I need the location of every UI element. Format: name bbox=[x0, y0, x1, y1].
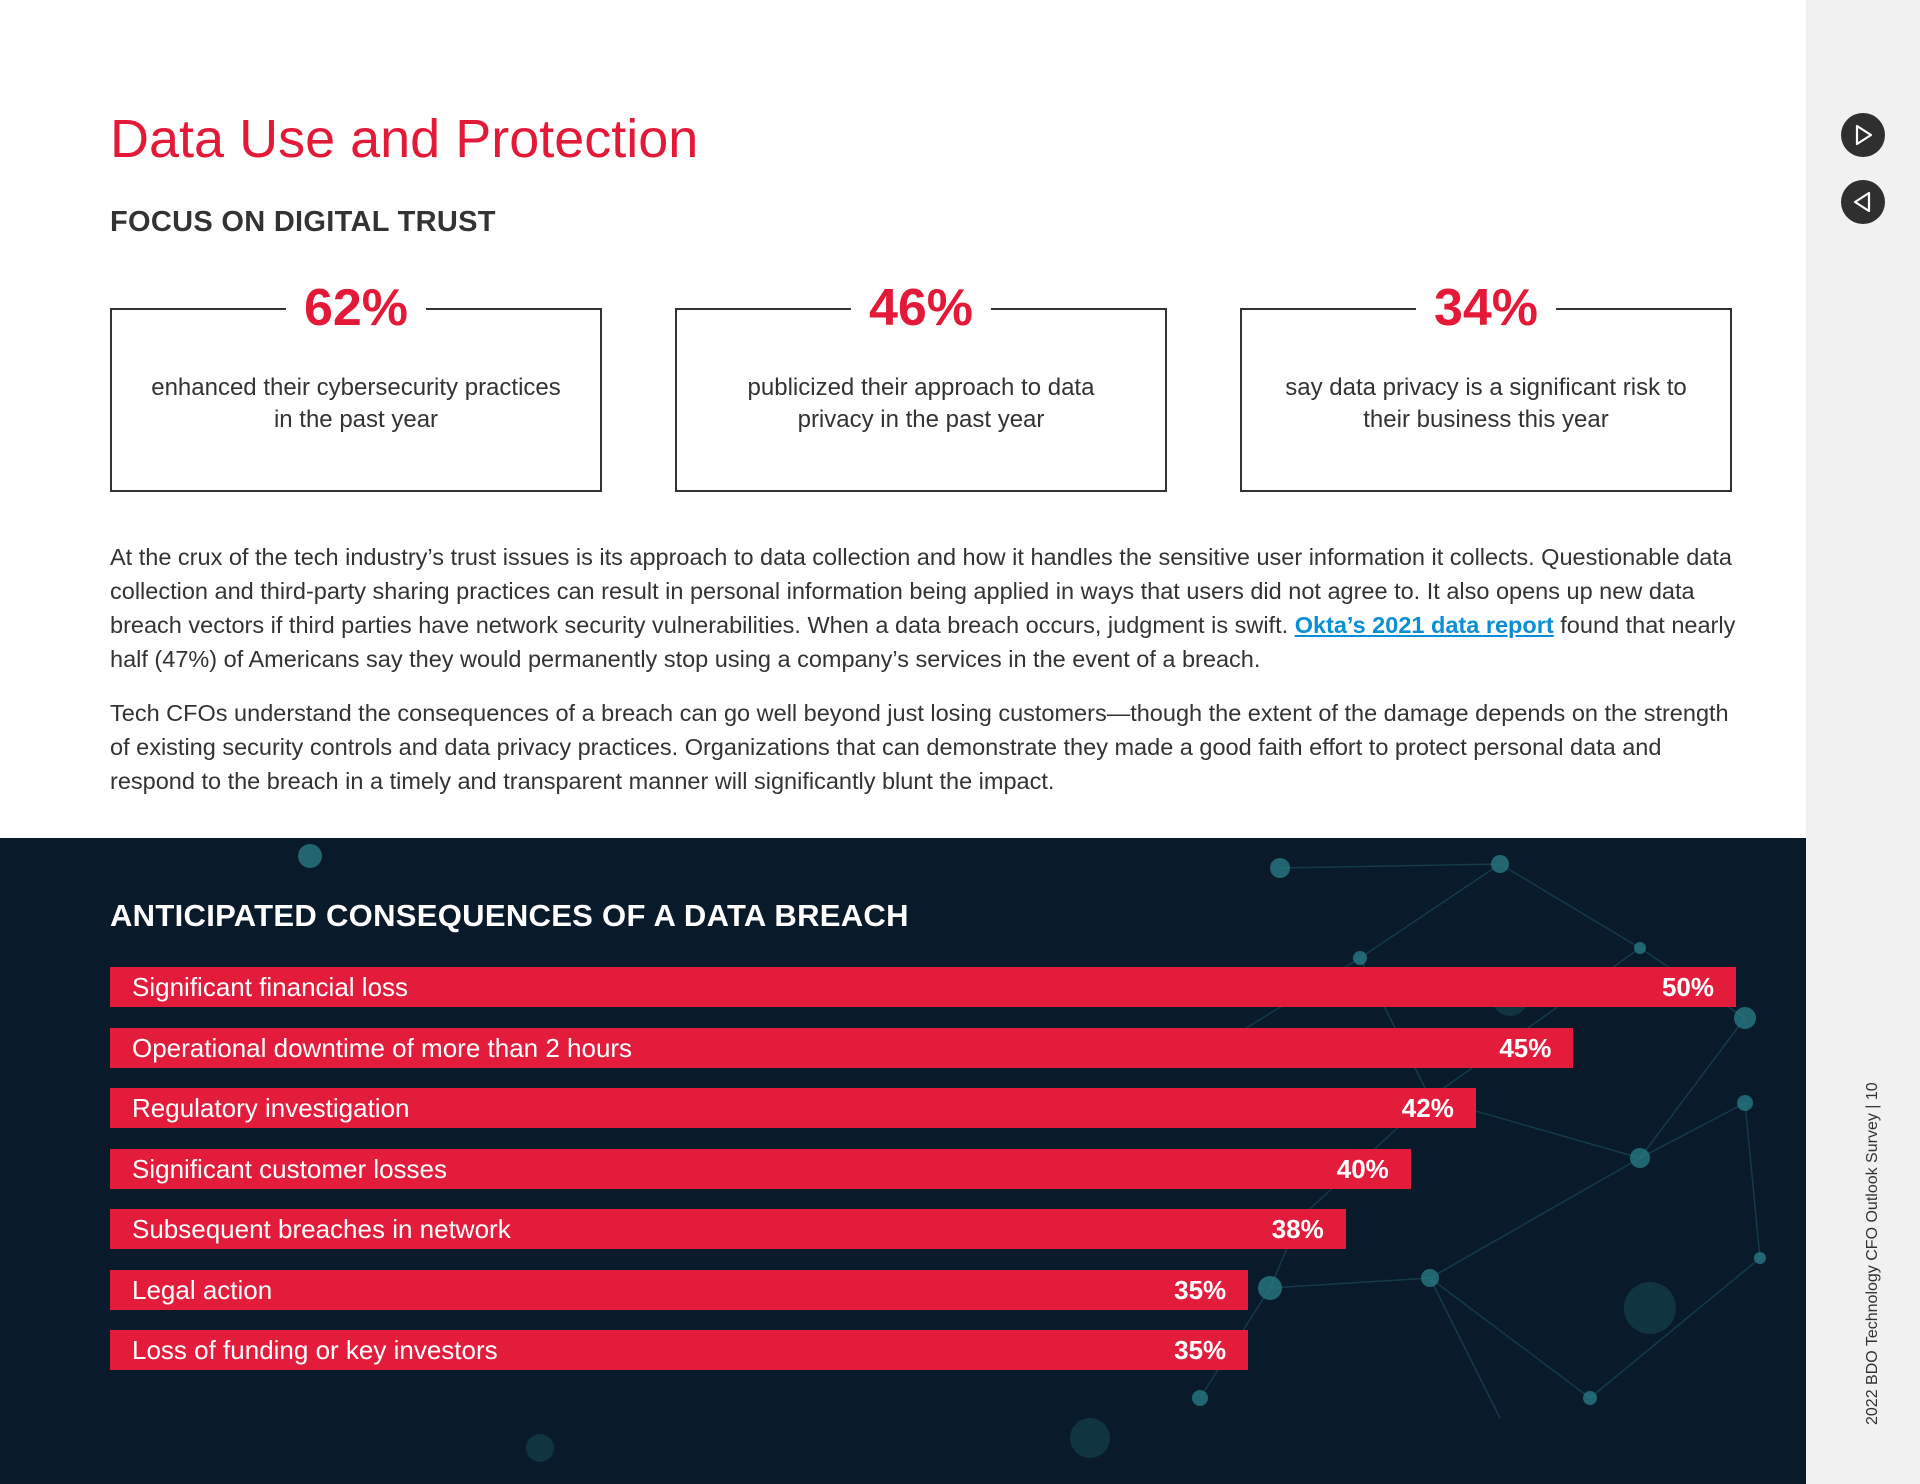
bar-label: Significant financial loss bbox=[132, 972, 409, 1002]
okta-report-link[interactable]: Okta’s 2021 data report bbox=[1294, 612, 1554, 638]
previous-page-button[interactable] bbox=[1841, 180, 1885, 224]
paragraph-text: At the crux of the tech industry’s trust… bbox=[110, 544, 1732, 638]
stat-value: 46% bbox=[850, 276, 992, 340]
bar-label: Subsequent breaches in network bbox=[132, 1214, 511, 1244]
bar-value: 35% bbox=[1174, 1274, 1227, 1305]
body-text: At the crux of the tech industry’s trust… bbox=[110, 540, 1750, 818]
chart-panel: ANTICIPATED CONSEQUENCES OF A DATA BREAC… bbox=[0, 838, 1806, 1484]
paragraph: Tech CFOs understand the consequences of… bbox=[110, 700, 1729, 794]
bar-label: Loss of funding or key investors bbox=[132, 1335, 498, 1365]
report-page: Data Use and Protection FOCUS ON DIGITAL… bbox=[0, 109, 1806, 1484]
paragraph-text: found that nearly half (47%) of American… bbox=[110, 612, 1736, 672]
bar: Operational downtime of more than 2 hour… bbox=[110, 1027, 1574, 1068]
bar-value: 35% bbox=[1174, 1335, 1227, 1365]
bar-value: 45% bbox=[1499, 1032, 1552, 1063]
page-title: Data Use and Protection bbox=[110, 109, 699, 169]
bar-label: Operational downtime of more than 2 hour… bbox=[132, 1032, 633, 1063]
bar-chart: Significant financial loss 50% Operation… bbox=[110, 967, 1736, 1467]
side-rail bbox=[1806, 0, 1920, 1484]
bar: Significant customer losses 40% bbox=[110, 1148, 1411, 1189]
chart-title: ANTICIPATED CONSEQUENCES OF A DATA BREAC… bbox=[110, 898, 909, 933]
bar-label: Regulatory investigation bbox=[132, 1093, 410, 1123]
bar: Significant financial loss 50% bbox=[110, 967, 1736, 1007]
play-next-icon bbox=[1855, 124, 1873, 146]
bar: Regulatory investigation 42% bbox=[110, 1088, 1476, 1128]
stat-description: say data privacy is a significant risk t… bbox=[1285, 374, 1687, 433]
stat-description: enhanced their cybersecurity practices i… bbox=[151, 374, 561, 433]
stat-value: 62% bbox=[285, 276, 427, 340]
stat-box: 34% say data privacy is a significant ri… bbox=[1240, 276, 1732, 492]
bar-value: 40% bbox=[1336, 1153, 1389, 1184]
stat-value: 34% bbox=[1415, 276, 1557, 340]
footer-page-label: 2022 BDO Technology CFO Outlook Survey |… bbox=[1864, 1082, 1881, 1425]
bar-value: 38% bbox=[1271, 1214, 1324, 1244]
bar: Loss of funding or key investors 35% bbox=[110, 1330, 1249, 1370]
bar-label: Significant customer losses bbox=[132, 1153, 448, 1184]
section-subtitle: FOCUS ON DIGITAL TRUST bbox=[110, 206, 496, 238]
next-page-button[interactable] bbox=[1841, 113, 1885, 157]
bar-value: 42% bbox=[1401, 1093, 1454, 1123]
stat-description: publicized their approach to data privac… bbox=[747, 374, 1095, 433]
bar: Legal action 35% bbox=[110, 1269, 1249, 1310]
bar-label: Legal action bbox=[132, 1274, 273, 1305]
bar-value: 50% bbox=[1661, 972, 1714, 1002]
stat-box: 46% publicized their approach to data pr… bbox=[675, 276, 1167, 492]
bar: Subsequent breaches in network 38% bbox=[110, 1209, 1346, 1249]
paragraph: At the crux of the tech industry’s trust… bbox=[110, 540, 1750, 676]
play-prev-icon bbox=[1853, 191, 1871, 213]
stat-box: 62% enhanced their cybersecurity practic… bbox=[110, 276, 602, 492]
